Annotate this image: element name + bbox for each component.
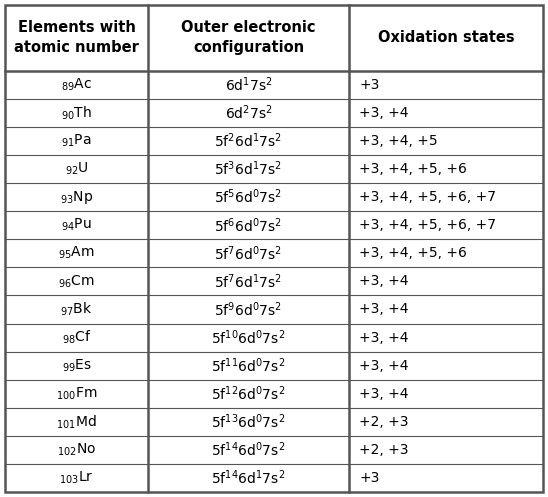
Text: $_{93}$Np: $_{93}$Np xyxy=(60,189,93,206)
Text: $_{90}$Th: $_{90}$Th xyxy=(61,104,92,122)
Text: +3, +4: +3, +4 xyxy=(359,274,409,288)
Text: +3, +4: +3, +4 xyxy=(359,331,409,344)
Text: +3, +4, +5, +6, +7: +3, +4, +5, +6, +7 xyxy=(359,190,496,204)
Text: 5f$^6$6d$^0$7s$^2$: 5f$^6$6d$^0$7s$^2$ xyxy=(214,216,283,235)
Text: Elements with
atomic number: Elements with atomic number xyxy=(14,20,139,55)
Text: $_{96}$Cm: $_{96}$Cm xyxy=(58,273,95,290)
Text: $_{99}$Es: $_{99}$Es xyxy=(61,357,92,374)
Text: Outer electronic
configuration: Outer electronic configuration xyxy=(181,20,316,55)
Text: 5f$^5$6d$^0$7s$^2$: 5f$^5$6d$^0$7s$^2$ xyxy=(214,188,283,206)
Text: 5f$^2$6d$^1$7s$^2$: 5f$^2$6d$^1$7s$^2$ xyxy=(214,132,283,150)
Text: $_{92}$U: $_{92}$U xyxy=(65,161,88,177)
Text: 5f$^3$6d$^1$7s$^2$: 5f$^3$6d$^1$7s$^2$ xyxy=(214,160,283,178)
Text: $_{100}$Fm: $_{100}$Fm xyxy=(56,386,98,402)
Text: $_{101}$Md: $_{101}$Md xyxy=(56,413,97,430)
Text: 5f$^{11}$6d$^0$7s$^2$: 5f$^{11}$6d$^0$7s$^2$ xyxy=(212,356,286,375)
Text: 5f$^{10}$6d$^0$7s$^2$: 5f$^{10}$6d$^0$7s$^2$ xyxy=(212,328,286,347)
Text: 5f$^7$6d$^1$7s$^2$: 5f$^7$6d$^1$7s$^2$ xyxy=(214,272,283,291)
Text: 6d$^1$7s$^2$: 6d$^1$7s$^2$ xyxy=(225,76,272,94)
Text: $_{98}$Cf: $_{98}$Cf xyxy=(62,329,92,346)
Text: 5f$^{12}$6d$^0$7s$^2$: 5f$^{12}$6d$^0$7s$^2$ xyxy=(212,384,286,403)
Text: +3, +4, +5: +3, +4, +5 xyxy=(359,134,438,148)
Text: 5f$^{14}$6d$^1$7s$^2$: 5f$^{14}$6d$^1$7s$^2$ xyxy=(212,469,286,487)
Text: +3, +4: +3, +4 xyxy=(359,303,409,317)
Text: $_{95}$Am: $_{95}$Am xyxy=(58,245,95,261)
Text: $_{89}$Ac: $_{89}$Ac xyxy=(61,77,92,93)
Text: 5f$^9$6d$^0$7s$^2$: 5f$^9$6d$^0$7s$^2$ xyxy=(214,300,283,319)
Text: $_{103}$Lr: $_{103}$Lr xyxy=(59,470,94,486)
Text: $_{102}$No: $_{102}$No xyxy=(57,442,96,458)
Text: $_{91}$Pa: $_{91}$Pa xyxy=(61,133,92,149)
Text: 5f$^7$6d$^0$7s$^2$: 5f$^7$6d$^0$7s$^2$ xyxy=(214,244,283,262)
Text: 5f$^{13}$6d$^0$7s$^2$: 5f$^{13}$6d$^0$7s$^2$ xyxy=(212,413,286,431)
Text: +3, +4: +3, +4 xyxy=(359,106,409,120)
Text: +3, +4, +5, +6: +3, +4, +5, +6 xyxy=(359,247,467,260)
Text: +3, +4, +5, +6, +7: +3, +4, +5, +6, +7 xyxy=(359,218,496,232)
Text: +3: +3 xyxy=(359,78,379,92)
Text: 6d$^2$7s$^2$: 6d$^2$7s$^2$ xyxy=(225,103,272,122)
Text: +3, +4, +5, +6: +3, +4, +5, +6 xyxy=(359,162,467,176)
Text: +3: +3 xyxy=(359,471,379,485)
Text: +3, +4: +3, +4 xyxy=(359,387,409,401)
Text: +2, +3: +2, +3 xyxy=(359,415,409,429)
Text: Oxidation states: Oxidation states xyxy=(378,30,514,45)
Text: +3, +4: +3, +4 xyxy=(359,359,409,373)
Text: $_{97}$Bk: $_{97}$Bk xyxy=(60,301,93,318)
Text: 5f$^{14}$6d$^0$7s$^2$: 5f$^{14}$6d$^0$7s$^2$ xyxy=(212,441,286,459)
Text: $_{94}$Pu: $_{94}$Pu xyxy=(61,217,92,234)
Text: +2, +3: +2, +3 xyxy=(359,443,409,457)
